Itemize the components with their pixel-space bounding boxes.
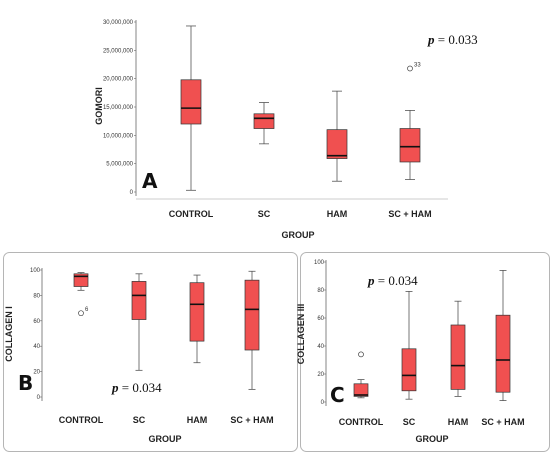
box-iqr: [353, 383, 369, 397]
category-label: SC + HAM: [230, 415, 273, 425]
category-label: SC: [258, 209, 271, 219]
y-tick-label: 15,000,000: [103, 105, 134, 111]
y-tick-label: 30,000,000: [103, 20, 134, 26]
category-label: SC + HAM: [388, 209, 431, 219]
y-tick-label: 20,000,000: [103, 77, 134, 83]
y-axis-title: GOMORI: [94, 87, 104, 125]
y-tick-label: 100: [314, 260, 325, 266]
box-sc-ham: SC + HAM: [388, 110, 432, 219]
category-label: SC + HAM: [481, 417, 524, 427]
y-tick-label: 40: [317, 344, 324, 350]
y-tick-label: 80: [317, 288, 324, 294]
y-tick-label: 10,000,000: [103, 133, 134, 139]
y-tick-label: 40: [33, 344, 40, 350]
box-iqr: [495, 314, 511, 393]
p-value-symbol: p: [111, 380, 119, 395]
box-ham: HAM: [448, 300, 469, 427]
box-sc: SC: [401, 290, 417, 427]
box-sc-ham: SC + HAM: [230, 270, 274, 425]
panel-b: 0 20 40 60 80 100 COLLAGEN I GROUP CONTROL SC HAM S…: [3, 252, 298, 452]
outlier-label: 33: [414, 62, 421, 68]
box-control: CONTROL: [59, 272, 104, 425]
y-axis-title: COLLAGEN III: [296, 304, 306, 365]
y-tick-label: 0: [37, 395, 41, 401]
y-tick-label: 60: [33, 319, 40, 325]
p-value-label: p = 0.033: [427, 32, 478, 47]
y-tick-label: 0: [130, 190, 134, 196]
category-label: HAM: [448, 417, 469, 427]
box-ham: HAM: [187, 274, 208, 425]
category-label: CONTROL: [59, 415, 104, 425]
panel-letter: B: [18, 371, 33, 395]
box-iqr: [399, 128, 421, 163]
y-tick-label: 25,000,000: [103, 48, 134, 54]
y-tick-label: 5,000,000: [106, 162, 133, 168]
p-value-number: = 0.034: [375, 273, 419, 288]
box-sc: SC: [131, 273, 147, 425]
y-tick-label: 0: [321, 400, 325, 406]
outlier-point: [78, 310, 84, 317]
y-tick-label: 60: [317, 316, 324, 322]
category-label: CONTROL: [339, 417, 384, 427]
p-value-number: = 0.033: [435, 32, 478, 47]
panel-letter: A: [142, 169, 158, 193]
box-iqr: [131, 281, 147, 320]
box-iqr: [401, 348, 417, 392]
y-tick-label: 100: [30, 268, 41, 274]
box-sc-ham: SC + HAM: [481, 269, 525, 427]
panel-letter: C: [330, 383, 345, 407]
box-iqr: [326, 129, 348, 159]
y-tick-label: 80: [33, 293, 40, 299]
y-tick-label: 20: [33, 370, 40, 376]
box-iqr: [450, 324, 466, 390]
panel-c: 0 20 40 60 80 100 COLLAGEN III GROUP CONTROL SC HA…: [296, 252, 550, 452]
outlier-point: [407, 65, 413, 72]
panel-a: 0 5,000,000 10,000,000 15,000,000 20,000,000…: [94, 20, 478, 240]
box-iqr: [189, 282, 205, 342]
category-label: SC: [133, 415, 146, 425]
x-axis-title: GROUP: [281, 230, 314, 240]
y-axis-title: COLLAGEN I: [4, 306, 14, 362]
x-axis-title: GROUP: [415, 434, 448, 444]
category-label: CONTROL: [169, 209, 214, 219]
y-tick-label: 20: [317, 372, 324, 378]
p-value-label: p = 0.034: [367, 273, 418, 288]
box-iqr: [244, 279, 260, 351]
box-iqr: [180, 79, 202, 125]
panel-frame: [3, 252, 298, 452]
box-sc: SC: [253, 102, 275, 219]
p-value-symbol: p: [367, 273, 375, 288]
category-label: SC: [403, 417, 416, 427]
box-iqr: [253, 113, 275, 129]
category-label: HAM: [187, 415, 208, 425]
p-value-label: p = 0.034: [111, 380, 162, 395]
p-value-symbol: p: [427, 32, 435, 47]
x-axis-title: GROUP: [148, 434, 181, 444]
outlier-point: [358, 351, 364, 358]
box-ham: HAM: [326, 90, 348, 219]
box-control: CONTROL: [169, 25, 214, 219]
p-value-number: = 0.034: [119, 380, 163, 395]
category-label: HAM: [327, 209, 348, 219]
outlier-label: 6: [85, 307, 89, 313]
box-control: CONTROL: [339, 379, 384, 427]
